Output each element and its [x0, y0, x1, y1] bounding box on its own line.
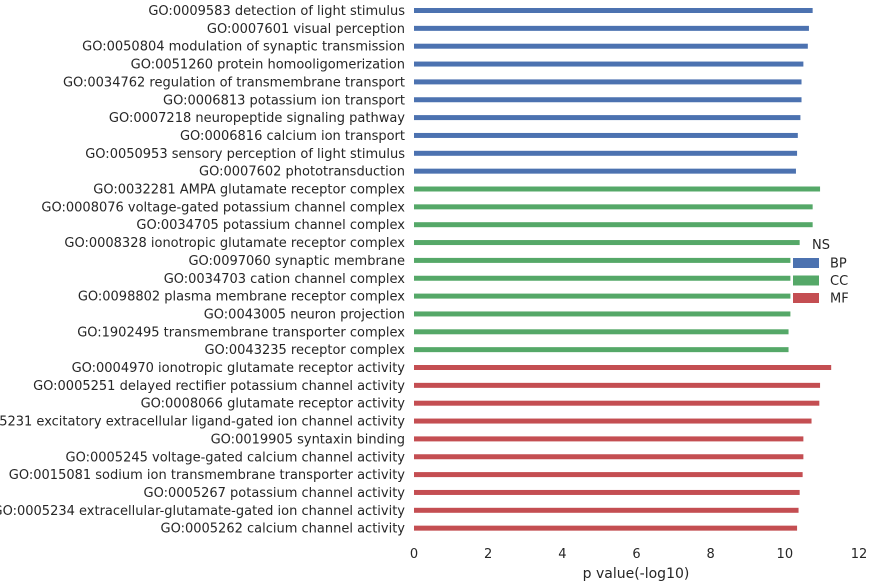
legend-label-bp: BP [830, 257, 847, 272]
bar-go-0007218 [414, 115, 801, 121]
category-label-go-0019905: GO:0019905 syntaxin binding [211, 432, 405, 447]
legend-label-mf: MF [830, 292, 849, 307]
bar-go-0006816 [414, 132, 798, 138]
category-label-go-0005231: GO:0005231 excitatory extracellular liga… [0, 415, 405, 430]
x-tick-label-4: 4 [558, 547, 566, 562]
bar-go-0034762 [414, 79, 802, 85]
bar-go-0097060 [414, 257, 791, 263]
category-label-go-1902495: GO:1902495 transmembrane transporter com… [77, 325, 405, 340]
bar-go-1902495 [414, 329, 789, 335]
x-tick-label-0: 0 [410, 547, 418, 562]
bar-go-0007601 [414, 25, 809, 31]
x-tick-label-10: 10 [777, 547, 794, 562]
category-label-go-0034705: GO:0034705 potassium channel complex [136, 218, 405, 233]
bar-go-0005262 [414, 525, 798, 531]
x-tick-label-6: 6 [632, 547, 640, 562]
bar-go-0043235 [414, 347, 789, 353]
bar-go-0032281 [414, 186, 821, 192]
category-label-go-0005262: GO:0005262 calcium channel activity [161, 522, 406, 537]
bar-go-0043005 [414, 311, 791, 317]
legend: NS BP CC MF [793, 238, 849, 307]
category-label-go-0034762: GO:0034762 regulation of transmembrane t… [63, 75, 405, 90]
category-label-go-0051260: GO:0051260 protein homooligomerization [131, 58, 405, 73]
category-label-go-0004970: GO:0004970 ionotropic glutamate receptor… [72, 361, 406, 376]
category-label-go-0050804: GO:0050804 modulation of synaptic transm… [82, 40, 405, 55]
bar-go-0098802 [414, 293, 791, 299]
category-label-go-0005267: GO:0005267 potassium channel activity [144, 486, 406, 501]
bar-go-0050804 [414, 43, 808, 49]
category-label-go-0097060: GO:0097060 synaptic membrane [188, 254, 405, 269]
bar-go-0005267 [414, 489, 800, 495]
x-tick-labels: 0 2 4 6 8 10 12 [410, 547, 867, 562]
category-label-go-0034703: GO:0034703 cation channel complex [164, 272, 406, 287]
category-label-go-0006816: GO:0006816 calcium ion transport [180, 129, 405, 144]
category-label-go-0043005: GO:0043005 neuron projection [204, 307, 405, 322]
bar-go-0034705 [414, 222, 813, 228]
bar-go-0008066 [414, 400, 820, 406]
x-tick-label-8: 8 [707, 547, 715, 562]
bar-go-0008328 [414, 240, 800, 246]
bar-go-0005231 [414, 418, 812, 424]
bar-go-0005251 [414, 382, 821, 388]
legend-swatch-mf [793, 293, 819, 303]
bar-go-0009583 [414, 8, 813, 13]
category-label-go-0007601: GO:0007601 visual perception [207, 22, 405, 37]
bar-go-0050953 [414, 150, 798, 156]
bar-go-0005234 [414, 507, 799, 513]
category-label-go-0007218: GO:0007218 neuropeptide signaling pathwa… [109, 111, 405, 126]
category-label-go-0007602: GO:0007602 phototransduction [199, 165, 405, 180]
x-tick-label-2: 2 [484, 547, 492, 562]
legend-swatch-bp [793, 258, 819, 268]
legend-label-cc: CC [830, 274, 848, 289]
bar-go-0015081 [414, 472, 803, 478]
category-labels: GO:0009583 detection of light stimulus GO… [0, 4, 405, 537]
x-axis-title: p value(-log10) [583, 566, 690, 582]
bar-go-0006813 [414, 97, 802, 103]
category-label-go-0006813: GO:0006813 potassium ion transport [163, 93, 405, 108]
category-label-go-0043235: GO:0043235 receptor complex [204, 343, 405, 358]
x-tick-label-12: 12 [851, 547, 868, 562]
bar-go-0008076 [414, 204, 813, 210]
bar-go-0034703 [414, 275, 791, 281]
category-label-go-0098802: GO:0098802 plasma membrane receptor comp… [78, 290, 405, 305]
category-label-go-0008066: GO:0008066 glutamate receptor activity [141, 397, 406, 412]
bars [414, 8, 832, 531]
category-label-go-0032281: GO:0032281 AMPA glutamate receptor compl… [93, 183, 405, 198]
category-label-go-0008076: GO:0008076 voltage-gated potassium chann… [41, 200, 405, 215]
legend-title: NS [812, 238, 830, 253]
bar-go-0019905 [414, 436, 804, 442]
category-label-go-0009583: GO:0009583 detection of light stimulus [148, 4, 405, 19]
category-label-go-0005234: GO:0005234 extracellular-glutamate-gated… [0, 504, 405, 519]
bar-go-0004970 [414, 365, 832, 370]
legend-swatch-cc [793, 275, 819, 286]
category-label-go-0005245: GO:0005245 voltage-gated calcium channel… [66, 450, 406, 465]
bar-go-0051260 [414, 61, 804, 67]
category-label-go-0005251: GO:0005251 delayed rectifier potassium c… [33, 379, 405, 394]
bar-go-0007602 [414, 168, 796, 174]
category-label-go-0015081: GO:0015081 sodium ion transmembrane tran… [9, 468, 405, 483]
category-label-go-0008328: GO:0008328 ionotropic glutamate receptor… [64, 236, 405, 251]
bar-go-0005245 [414, 454, 804, 460]
category-label-go-0050953: GO:0050953 sensory perception of light s… [85, 147, 405, 162]
